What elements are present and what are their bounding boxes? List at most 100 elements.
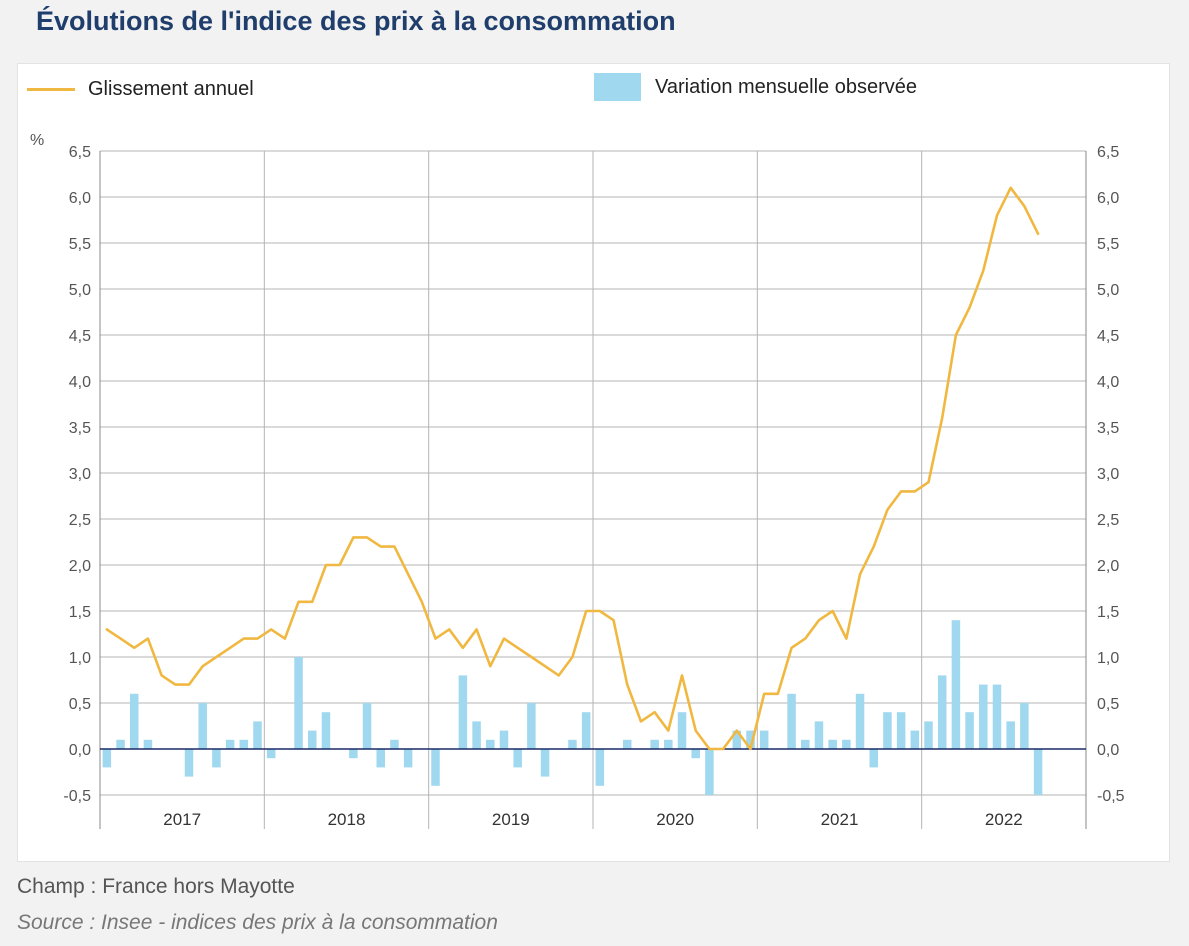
y-tick-label-right: 6,5 bbox=[1097, 144, 1119, 161]
monthly-variation-bar bbox=[787, 693, 796, 749]
monthly-variation-bar bbox=[225, 739, 235, 749]
monthly-variation-bar bbox=[814, 721, 824, 749]
monthly-variation-bar bbox=[677, 712, 687, 749]
monthly-variation-bar bbox=[842, 739, 851, 749]
legend-line-swatch bbox=[27, 88, 75, 91]
monthly-variation-bar bbox=[308, 730, 317, 749]
monthly-variation-bar bbox=[759, 730, 769, 749]
x-year-label: 2018 bbox=[328, 810, 366, 829]
y-tick-label-left: 6,5 bbox=[69, 144, 91, 161]
y-tick-label-right: -0,5 bbox=[1097, 788, 1125, 805]
footer-champ: Champ : France hors Mayotte bbox=[17, 875, 295, 898]
monthly-variation-bar bbox=[212, 749, 221, 768]
monthly-variation-bar bbox=[801, 739, 810, 749]
monthly-variation-bar bbox=[376, 749, 385, 768]
monthly-variation-bar bbox=[143, 739, 153, 749]
monthly-variation-bar bbox=[924, 721, 933, 749]
monthly-variation-bar bbox=[198, 703, 207, 749]
monthly-variation-bar bbox=[513, 749, 522, 768]
y-tick-label-left: -0,5 bbox=[63, 788, 91, 805]
monthly-variation-bar bbox=[499, 730, 509, 749]
monthly-variation-bar bbox=[896, 712, 906, 749]
legend-bar: Variation mensuelle observée bbox=[594, 73, 917, 101]
monthly-variation-bar bbox=[431, 749, 440, 786]
monthly-variation-bar bbox=[951, 620, 961, 749]
y-tick-label-left: 5,0 bbox=[69, 282, 91, 299]
legend-bar-label: Variation mensuelle observée bbox=[655, 75, 918, 98]
monthly-variation-bar bbox=[581, 712, 591, 749]
monthly-variation-bar bbox=[910, 730, 920, 749]
y-tick-label-right: 2,5 bbox=[1097, 512, 1119, 529]
y-tick-label-left: 2,5 bbox=[69, 512, 91, 529]
y-unit-label: % bbox=[30, 132, 44, 149]
y-tick-label-right: 6,0 bbox=[1097, 190, 1119, 207]
monthly-variation-bar bbox=[937, 675, 947, 749]
annual-change-line bbox=[105, 186, 1040, 751]
monthly-variation-bar bbox=[732, 730, 742, 749]
monthly-variation-bar bbox=[349, 749, 358, 759]
y-tick-label-right: 4,0 bbox=[1097, 374, 1119, 391]
y-tick-label-left: 5,5 bbox=[69, 236, 91, 253]
y-tick-label-right: 5,0 bbox=[1097, 282, 1119, 299]
monthly-variation-bar bbox=[869, 749, 878, 768]
monthly-variation-bar bbox=[855, 693, 865, 749]
monthly-variation-bar bbox=[540, 749, 550, 777]
y-tick-label-right: 0,5 bbox=[1097, 696, 1119, 713]
monthly-variation-bar bbox=[992, 684, 1002, 749]
monthly-variation-bar bbox=[746, 730, 755, 749]
monthly-variation-bar bbox=[691, 749, 700, 759]
x-year-label: 2020 bbox=[656, 810, 694, 829]
y-tick-label-left: 2,0 bbox=[69, 558, 91, 575]
monthly-variation-bar bbox=[883, 712, 892, 749]
monthly-variation-bar bbox=[129, 693, 139, 749]
monthly-variation-bar bbox=[362, 703, 372, 749]
y-tick-label-right: 3,0 bbox=[1097, 466, 1119, 483]
x-year-label: 2022 bbox=[985, 810, 1023, 829]
y-tick-label-left: 3,5 bbox=[69, 420, 91, 437]
y-tick-label-right: 3,5 bbox=[1097, 420, 1119, 437]
legend-line-label: Glissement annuel bbox=[88, 78, 254, 100]
y-tick-label-right: 2,0 bbox=[1097, 558, 1119, 575]
monthly-variation-bar bbox=[390, 739, 399, 749]
monthly-variation-bar bbox=[1006, 721, 1015, 749]
monthly-variation-bar bbox=[102, 749, 112, 768]
monthly-variation-bar bbox=[1020, 703, 1029, 749]
y-tick-label-right: 4,5 bbox=[1097, 328, 1119, 345]
monthly-variation-bar bbox=[622, 739, 632, 749]
y-tick-label-left: 6,0 bbox=[69, 190, 91, 207]
monthly-variation-bar bbox=[650, 739, 659, 749]
monthly-variation-bar bbox=[472, 721, 481, 749]
monthly-variation-bar bbox=[253, 721, 262, 749]
y-tick-label-left: 4,5 bbox=[69, 328, 91, 345]
monthly-variation-bar bbox=[458, 675, 468, 749]
x-year-label: 2021 bbox=[821, 810, 859, 829]
legend-line: Glissement annuel bbox=[27, 78, 254, 101]
monthly-variation-bar bbox=[568, 739, 577, 749]
monthly-variation-bar bbox=[664, 739, 673, 749]
monthly-variation-bar bbox=[705, 749, 714, 795]
page-title: Évolutions de l'indice des prix à la con… bbox=[36, 6, 676, 36]
monthly-variation-bar bbox=[965, 712, 974, 749]
x-year-label: 2017 bbox=[163, 810, 201, 829]
monthly-variation-bar bbox=[239, 739, 249, 749]
monthly-variation-bar bbox=[1033, 749, 1043, 795]
monthly-variation-bar bbox=[116, 739, 125, 749]
y-tick-label-left: 1,5 bbox=[69, 604, 91, 621]
monthly-variation-bar bbox=[294, 657, 303, 749]
y-tick-label-left: 1,0 bbox=[69, 650, 91, 667]
y-tick-label-left: 3,0 bbox=[69, 466, 91, 483]
y-tick-label-left: 4,0 bbox=[69, 374, 91, 391]
monthly-variation-bar bbox=[527, 703, 536, 749]
monthly-variation-bar bbox=[595, 749, 605, 786]
legend-bar-swatch bbox=[594, 73, 641, 101]
footer-source: Source : Insee - indices des prix à la c… bbox=[17, 911, 498, 934]
monthly-variation-bar bbox=[266, 749, 276, 759]
y-tick-label-left: 0,5 bbox=[69, 696, 91, 713]
x-year-label: 2019 bbox=[492, 810, 530, 829]
monthly-variation-bar bbox=[828, 739, 837, 749]
y-tick-label-right: 1,5 bbox=[1097, 604, 1119, 621]
y-tick-label-left: 0,0 bbox=[69, 742, 91, 759]
monthly-variation-bar bbox=[403, 749, 413, 768]
y-tick-label-right: 5,5 bbox=[1097, 236, 1119, 253]
